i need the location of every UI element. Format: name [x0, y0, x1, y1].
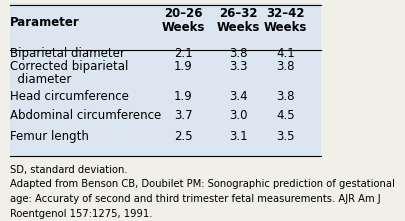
Text: 4.1: 4.1	[276, 47, 295, 60]
Text: 3.8: 3.8	[229, 47, 248, 60]
Text: Weeks: Weeks	[217, 21, 260, 34]
Text: 4.5: 4.5	[276, 109, 295, 122]
Text: Abdominal circumference: Abdominal circumference	[10, 109, 161, 122]
Text: 3.7: 3.7	[174, 109, 193, 122]
Text: SD, standard deviation.: SD, standard deviation.	[10, 165, 127, 175]
FancyBboxPatch shape	[10, 3, 321, 156]
Text: 26–32: 26–32	[220, 7, 258, 20]
Text: 3.8: 3.8	[276, 60, 295, 73]
Text: 3.3: 3.3	[229, 60, 248, 73]
Text: Biparietal diameter: Biparietal diameter	[10, 47, 125, 60]
Text: Roentgenol 157:1275, 1991.: Roentgenol 157:1275, 1991.	[10, 209, 152, 219]
Text: age: Accuraty of second and third trimester fetal measurements. AJR Am J: age: Accuraty of second and third trimes…	[10, 194, 380, 204]
Text: 3.4: 3.4	[229, 91, 248, 103]
Text: Adapted from Benson CB, Doubilet PM: Sonographic prediction of gestational: Adapted from Benson CB, Doubilet PM: Son…	[10, 179, 394, 189]
Text: 3.5: 3.5	[276, 130, 295, 143]
Text: 3.1: 3.1	[229, 130, 248, 143]
Text: 3.8: 3.8	[276, 91, 295, 103]
Text: Corrected biparietal: Corrected biparietal	[10, 60, 128, 73]
Text: 20–26: 20–26	[164, 7, 202, 20]
Text: Weeks: Weeks	[162, 21, 205, 34]
Text: 2.1: 2.1	[174, 47, 193, 60]
Text: 32–42: 32–42	[266, 7, 305, 20]
Text: diameter: diameter	[10, 73, 71, 86]
Text: Weeks: Weeks	[264, 21, 307, 34]
Text: Parameter: Parameter	[10, 16, 79, 29]
Text: 1.9: 1.9	[174, 91, 193, 103]
Text: 2.5: 2.5	[174, 130, 193, 143]
Text: 3.0: 3.0	[229, 109, 248, 122]
Text: Head circumference: Head circumference	[10, 91, 129, 103]
Text: Femur length: Femur length	[10, 130, 89, 143]
Text: 1.9: 1.9	[174, 60, 193, 73]
